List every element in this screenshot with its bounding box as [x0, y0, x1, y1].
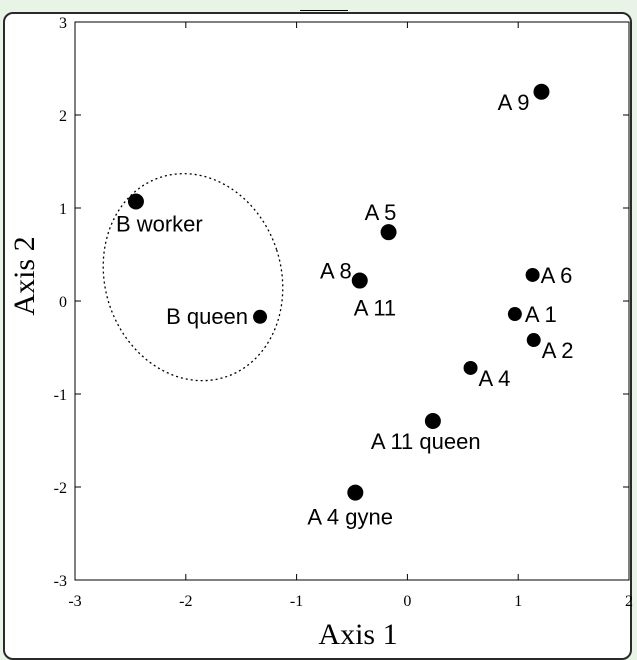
top-edge-mark [300, 0, 348, 11]
point-label: A 1 [525, 302, 557, 327]
y-tick-label: -2 [54, 480, 67, 497]
y-tick-label: 1 [59, 201, 67, 218]
y-tick-label: 0 [59, 294, 67, 311]
point-label: A 8 [320, 259, 352, 284]
y-tick-label: 3 [59, 15, 67, 32]
point-label: A 2 [542, 338, 574, 363]
data-point [525, 267, 540, 282]
x-tick-label: 1 [514, 593, 522, 610]
data-point [127, 193, 144, 210]
x-tick-label: -1 [290, 593, 303, 610]
point-label: A 11 queen [371, 429, 481, 454]
data-point [526, 333, 541, 348]
point-label: A 5 [365, 200, 397, 225]
data-point [463, 360, 478, 375]
point-label: B queen [166, 304, 248, 329]
data-point [347, 484, 364, 501]
x-tick-label: -2 [179, 593, 192, 610]
data-point [424, 412, 441, 429]
data-point [351, 272, 368, 289]
point-label: A 4 gyne [307, 505, 393, 530]
y-tick-label: -1 [54, 387, 67, 404]
point-label: A 4 [479, 366, 511, 391]
y-tick-label: -3 [54, 573, 67, 590]
data-point [253, 309, 268, 324]
plot-frame [3, 12, 632, 660]
x-tick-label: -3 [68, 593, 81, 610]
point-label: B worker [116, 211, 203, 236]
group-b-ellipse [102, 173, 284, 382]
point-label: A 6 [541, 263, 573, 288]
data-point [507, 307, 522, 322]
x-tick-label: 2 [625, 593, 633, 610]
y-axis-title: Axis 2 [8, 236, 41, 315]
data-point [533, 83, 550, 100]
point-label: A 9 [498, 90, 530, 115]
x-axis-title: Axis 1 [318, 618, 397, 651]
y-tick-label: 2 [59, 108, 67, 125]
x-tick-label: 0 [403, 593, 411, 610]
point-label: A 11 [354, 296, 396, 321]
data-point [380, 224, 397, 241]
